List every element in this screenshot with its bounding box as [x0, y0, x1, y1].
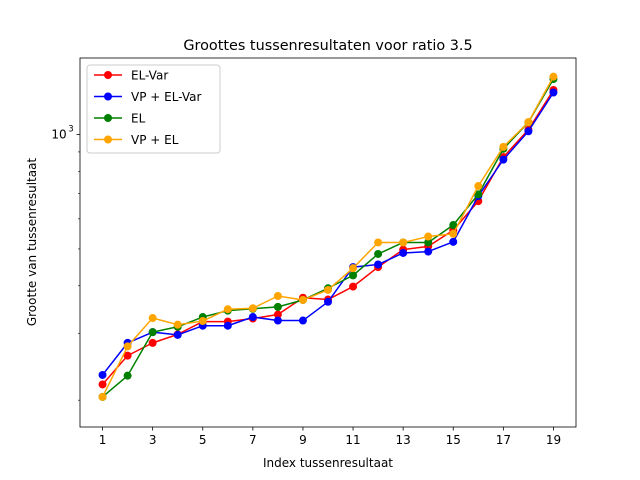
legend-marker	[104, 135, 112, 144]
legend-marker	[104, 114, 112, 122]
data-point	[499, 142, 508, 151]
data-point	[273, 310, 282, 319]
data-point	[524, 127, 533, 136]
data-point	[273, 291, 282, 300]
data-point	[123, 371, 132, 380]
data-point	[374, 238, 383, 247]
data-point	[374, 249, 383, 258]
data-point	[549, 72, 558, 81]
data-point	[248, 304, 257, 313]
data-point	[223, 305, 232, 314]
legend: EL-Var VP + EL-Var EL VP + EL	[86, 64, 221, 154]
data-point	[324, 297, 332, 306]
x-tick-label: 15	[446, 433, 461, 447]
data-point	[424, 238, 433, 247]
legend-label: EL	[131, 112, 146, 126]
data-point	[198, 317, 207, 326]
data-point	[549, 88, 558, 97]
x-tick-label: 11	[345, 433, 360, 447]
data-point	[424, 232, 433, 241]
data-point	[524, 118, 533, 127]
y-tick-exponent: 3	[68, 125, 73, 135]
data-point	[273, 302, 282, 311]
x-tick-label: 7	[249, 433, 257, 447]
plot-frame	[79, 57, 577, 428]
data-point	[123, 351, 132, 360]
data-point	[449, 221, 458, 230]
data-point	[499, 155, 508, 164]
x-tick-label: 3	[149, 433, 157, 447]
legend-label: VP + EL-Var	[131, 90, 201, 104]
data-point	[148, 328, 157, 337]
x-tick-label: 9	[299, 433, 307, 447]
data-point	[399, 238, 408, 247]
data-point	[349, 271, 358, 280]
x-tick-label: 17	[496, 433, 511, 447]
legend-item-2: EL	[94, 112, 146, 126]
data-point	[98, 392, 107, 401]
data-point	[349, 282, 358, 291]
legend-marker	[104, 92, 112, 101]
data-point	[298, 316, 307, 325]
x-tick-label: 19	[546, 433, 561, 447]
data-point	[148, 314, 157, 323]
chart-title: Groottes tussenresultaten voor ratio 3.5	[183, 38, 472, 54]
data-point	[324, 285, 332, 294]
legend-marker	[104, 71, 112, 79]
legend-item-1: VP + EL-Var	[94, 90, 201, 104]
data-point	[374, 260, 383, 269]
legend-item-0: EL-Var	[94, 69, 168, 83]
data-point	[298, 295, 307, 304]
x-tick-label: 1	[99, 433, 107, 447]
x-axis: 1 3 5 7 9 11 13 15 17 19	[99, 427, 561, 447]
data-point	[449, 237, 458, 246]
data-point	[223, 321, 232, 330]
legend-box	[86, 64, 221, 154]
data-point	[98, 370, 107, 379]
data-point	[248, 313, 257, 322]
data-point	[98, 380, 107, 389]
data-point	[449, 229, 458, 238]
y-tick-label: 10	[51, 128, 66, 142]
data-point	[173, 330, 182, 339]
data-point	[474, 190, 483, 199]
data-point	[474, 182, 483, 191]
plot-area	[98, 72, 558, 401]
data-point	[349, 264, 358, 273]
data-point	[173, 320, 182, 329]
legend-item-3: VP + EL	[94, 133, 179, 147]
data-point	[399, 248, 408, 257]
x-tick-label: 5	[199, 433, 207, 447]
data-point	[148, 338, 157, 347]
y-axis: 10 3	[51, 125, 80, 401]
data-point	[273, 316, 282, 325]
x-axis-label: Index tussenresultaat	[263, 456, 393, 470]
data-point	[123, 342, 132, 351]
legend-label: EL-Var	[131, 69, 168, 83]
y-axis-label: Grootte van tussenresultaat	[25, 158, 39, 327]
data-point	[424, 247, 433, 256]
x-tick-label: 13	[396, 433, 411, 447]
series-3	[98, 72, 558, 401]
legend-label: VP + EL	[131, 133, 179, 147]
